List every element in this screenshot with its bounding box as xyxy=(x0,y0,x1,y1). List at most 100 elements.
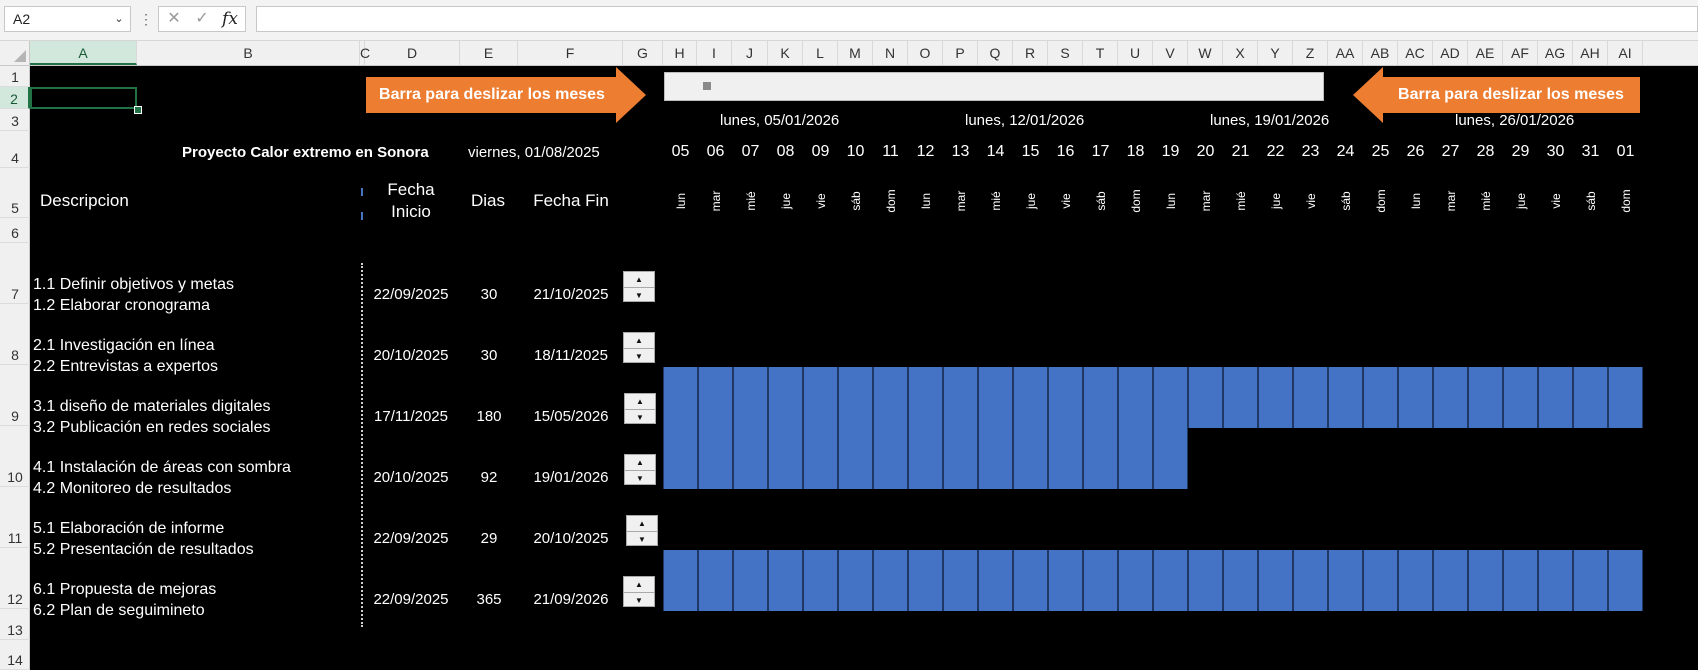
spin-up-icon[interactable]: ▲ xyxy=(624,577,654,593)
column-header[interactable]: I xyxy=(697,41,732,65)
spin-down-icon[interactable]: ▼ xyxy=(635,291,643,300)
spin-up-icon[interactable]: ▲ xyxy=(624,272,654,288)
column-header[interactable]: X xyxy=(1223,41,1258,65)
day-number: 11 xyxy=(882,143,899,160)
more-options-icon[interactable]: ⋮ xyxy=(139,11,153,27)
column-header[interactable]: U xyxy=(1118,41,1153,65)
gantt-bar-cell xyxy=(1398,550,1433,611)
column-header[interactable]: Y xyxy=(1258,41,1293,65)
row-header[interactable]: 3 xyxy=(0,109,30,131)
column-header[interactable]: E xyxy=(460,41,518,65)
row-header[interactable]: 5 xyxy=(0,168,30,218)
spin-button[interactable]: ▲ ▼ xyxy=(624,393,656,424)
column-header[interactable]: V xyxy=(1153,41,1188,65)
header-end-date: Fecha Fin xyxy=(533,191,609,210)
task-line-2: 5.2 Presentación de resultados xyxy=(33,541,254,558)
column-header[interactable]: AE xyxy=(1468,41,1503,65)
day-number: 22 xyxy=(1266,143,1285,160)
column-header[interactable]: AG xyxy=(1538,41,1573,65)
spin-up-icon[interactable]: ▲ xyxy=(625,394,655,410)
column-header[interactable]: M xyxy=(838,41,873,65)
spin-up-icon[interactable]: ▲ xyxy=(624,333,654,349)
column-header[interactable]: Z xyxy=(1293,41,1328,65)
gantt-bar-cell xyxy=(1188,550,1223,611)
day-name: dom xyxy=(1118,184,1153,218)
spin-button[interactable]: ▲ ▼ xyxy=(624,454,656,485)
row-header[interactable]: 6 xyxy=(0,218,30,243)
spin-button[interactable]: ▲ ▼ xyxy=(626,515,658,546)
row-header[interactable]: 8 xyxy=(0,304,30,365)
selected-cell-a2[interactable] xyxy=(30,87,137,109)
task-end-date: 21/10/2025 xyxy=(533,286,609,303)
gantt-bar-cell xyxy=(838,367,873,428)
day-number: 29 xyxy=(1511,143,1530,160)
column-header[interactable]: AB xyxy=(1363,41,1398,65)
spin-down-icon[interactable]: ▼ xyxy=(635,596,643,605)
row-header[interactable]: 1 xyxy=(0,66,30,87)
column-header[interactable]: G xyxy=(623,41,663,65)
spin-down-icon[interactable]: ▼ xyxy=(638,535,646,544)
column-header[interactable]: S xyxy=(1048,41,1083,65)
column-header[interactable]: L xyxy=(803,41,838,65)
column-header[interactable]: AF xyxy=(1503,41,1538,65)
column-header[interactable]: AC xyxy=(1398,41,1433,65)
fx-icon[interactable]: fx xyxy=(222,9,238,29)
row-header[interactable]: 10 xyxy=(0,426,30,487)
column-header[interactable]: A xyxy=(30,41,137,65)
row-header[interactable]: 11 xyxy=(0,487,30,548)
column-header[interactable]: P xyxy=(943,41,978,65)
column-header[interactable]: AH xyxy=(1573,41,1608,65)
column-header[interactable]: AI xyxy=(1608,41,1643,65)
spin-button[interactable]: ▲ ▼ xyxy=(623,332,655,363)
scrollbar-thumb[interactable] xyxy=(703,82,711,90)
row-header[interactable]: 7 xyxy=(0,243,30,304)
spin-up-icon[interactable]: ▲ xyxy=(627,516,657,532)
spin-button[interactable]: ▲ ▼ xyxy=(623,271,655,302)
column-header[interactable]: W xyxy=(1188,41,1223,65)
column-header[interactable]: N xyxy=(873,41,908,65)
column-header[interactable]: D xyxy=(365,41,460,65)
column-header[interactable]: AD xyxy=(1433,41,1468,65)
day-number: 07 xyxy=(741,143,760,160)
day-name: vie xyxy=(1293,184,1328,218)
column-header[interactable]: T xyxy=(1083,41,1118,65)
spin-down-icon[interactable]: ▼ xyxy=(635,352,643,361)
close-icon[interactable]: ✕ xyxy=(167,10,181,27)
gantt-bar-cell xyxy=(663,428,698,489)
row-header[interactable]: 4 xyxy=(0,131,30,168)
column-header[interactable]: F xyxy=(518,41,623,65)
formula-input[interactable] xyxy=(256,6,1698,32)
check-icon[interactable]: ✓ xyxy=(195,10,209,27)
spin-button[interactable]: ▲ ▼ xyxy=(623,576,655,607)
spin-up-icon[interactable]: ▲ xyxy=(625,455,655,471)
dotted-divider xyxy=(361,263,363,627)
column-header[interactable]: R xyxy=(1013,41,1048,65)
name-box[interactable]: A2 xyxy=(4,6,131,32)
row-header-bar xyxy=(0,66,30,670)
gantt-bar-cell xyxy=(663,550,698,611)
day-name-text: mié xyxy=(988,191,1003,211)
fill-handle[interactable] xyxy=(134,106,142,114)
column-header[interactable]: O xyxy=(908,41,943,65)
row-header[interactable]: 12 xyxy=(0,548,30,609)
column-header[interactable]: K xyxy=(768,41,803,65)
gantt-bar-cell xyxy=(1258,550,1293,611)
column-header[interactable]: AA xyxy=(1328,41,1363,65)
column-header[interactable]: J xyxy=(732,41,768,65)
day-name-text: mié xyxy=(743,191,758,211)
column-header[interactable]: H xyxy=(663,41,697,65)
row-header[interactable]: 2 xyxy=(0,87,30,109)
spin-down-icon[interactable]: ▼ xyxy=(636,413,644,422)
day-name-text: dom xyxy=(1373,189,1388,213)
day-number: 24 xyxy=(1336,143,1355,160)
row-header[interactable]: 14 xyxy=(0,640,30,670)
month-scrollbar[interactable] xyxy=(664,72,1324,101)
column-header[interactable]: Q xyxy=(978,41,1013,65)
spin-down-icon[interactable]: ▼ xyxy=(636,474,644,483)
chevron-down-icon[interactable]: ⌄ xyxy=(114,13,124,25)
task-line-2: 4.2 Monitoreo de resultados xyxy=(33,480,232,497)
row-header[interactable]: 13 xyxy=(0,609,30,640)
gantt-bar-cell xyxy=(1503,550,1538,611)
row-header[interactable]: 9 xyxy=(0,365,30,426)
column-header[interactable]: B xyxy=(137,41,360,65)
